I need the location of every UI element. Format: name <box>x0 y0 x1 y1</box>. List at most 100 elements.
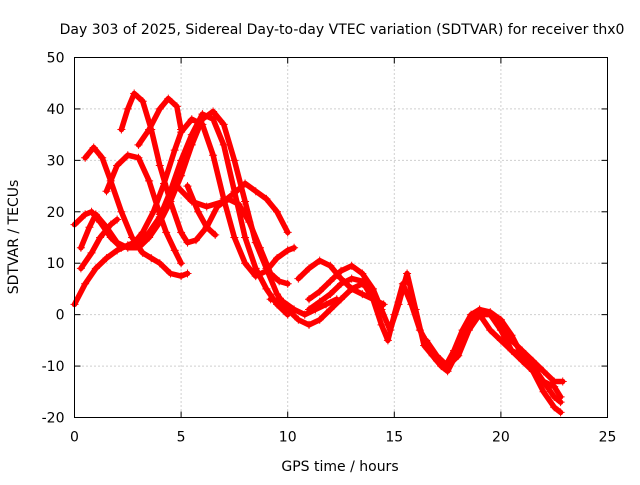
series-markers <box>134 94 186 149</box>
data-point <box>113 161 122 170</box>
data-point <box>128 233 137 242</box>
data-point <box>123 104 132 113</box>
chart-title: Day 303 of 2025, Sidereal Day-to-day VTE… <box>60 22 625 38</box>
series-track-7 <box>134 94 186 149</box>
series-line <box>423 311 566 385</box>
data-point <box>172 102 181 111</box>
data-point <box>106 233 115 242</box>
data-point <box>241 233 250 242</box>
data-point <box>283 228 292 237</box>
x-tick-label: 25 <box>599 430 617 446</box>
data-point <box>273 290 282 299</box>
series-markers <box>183 182 220 239</box>
series-track-13 <box>294 256 388 309</box>
data-point <box>162 228 171 237</box>
data-point <box>383 336 392 345</box>
data-point <box>415 326 424 335</box>
data-point <box>322 300 331 309</box>
data-point <box>177 171 186 180</box>
y-axis-label: SDTVAR / TECUs <box>6 180 22 295</box>
data-point <box>219 197 228 206</box>
y-tick-label: 10 <box>47 256 65 272</box>
data-point <box>155 259 164 268</box>
data-point <box>87 248 96 257</box>
y-tick-label: -10 <box>42 359 65 375</box>
x-axis-ticks: 0 5 10 15 20 25 <box>70 57 617 446</box>
data-point <box>149 207 158 216</box>
data-point <box>377 320 386 329</box>
series-markers <box>172 179 292 237</box>
data-point <box>475 310 484 319</box>
data-point <box>145 125 154 134</box>
data-point <box>556 408 565 417</box>
series-track-16 <box>475 310 565 407</box>
data-point <box>283 279 292 288</box>
data-point <box>138 97 147 106</box>
data-point <box>347 261 356 270</box>
data-point <box>113 215 122 224</box>
data-point <box>290 305 299 314</box>
data-point <box>262 194 271 203</box>
data-point <box>232 187 241 196</box>
data-point <box>164 94 173 103</box>
data-point <box>294 274 303 283</box>
data-point <box>326 277 335 286</box>
series-track-9 <box>76 215 122 273</box>
data-point <box>96 218 105 227</box>
data-point <box>117 207 126 216</box>
data-point <box>123 151 132 160</box>
data-point <box>117 125 126 134</box>
data-point <box>315 256 324 265</box>
series-track-15 <box>422 310 567 386</box>
data-point <box>379 300 388 309</box>
data-point <box>234 200 243 209</box>
data-point <box>130 89 139 98</box>
data-point <box>187 115 196 124</box>
series-layer <box>70 89 567 417</box>
data-point <box>407 300 416 309</box>
data-point <box>528 362 537 371</box>
data-point <box>177 259 186 268</box>
data-point <box>155 104 164 113</box>
data-point <box>241 259 250 268</box>
data-point <box>305 320 314 329</box>
data-point <box>305 264 314 273</box>
series-markers <box>102 151 186 268</box>
data-point <box>550 392 559 401</box>
data-point <box>177 228 186 237</box>
series-line <box>135 95 184 148</box>
data-point <box>170 246 179 255</box>
data-point <box>155 161 164 170</box>
x-tick-label: 15 <box>385 430 403 446</box>
data-point <box>89 143 98 152</box>
plot-frame <box>74 57 608 418</box>
data-point <box>347 284 356 293</box>
data-point <box>76 243 85 252</box>
data-point <box>315 315 324 324</box>
data-point <box>550 403 559 412</box>
data-point <box>209 151 218 160</box>
data-point <box>550 377 559 386</box>
series-track-14 <box>266 295 341 319</box>
data-point <box>315 287 324 296</box>
data-point <box>117 243 126 252</box>
data-point <box>467 310 476 319</box>
data-point <box>398 279 407 288</box>
series-track-8 <box>172 179 292 237</box>
data-point <box>230 233 239 242</box>
data-point <box>556 398 565 407</box>
x-axis-label: GPS time / hours <box>281 459 398 475</box>
data-point <box>464 326 473 335</box>
series-markers <box>294 256 388 309</box>
data-point <box>251 264 260 273</box>
data-point <box>202 223 211 232</box>
data-point <box>326 261 335 270</box>
series-markers <box>76 215 122 273</box>
data-point <box>166 269 175 278</box>
data-point <box>305 295 314 304</box>
data-point <box>337 274 345 283</box>
series-line <box>184 183 218 238</box>
data-point <box>273 207 282 216</box>
data-point <box>496 336 505 345</box>
data-point <box>183 238 192 247</box>
